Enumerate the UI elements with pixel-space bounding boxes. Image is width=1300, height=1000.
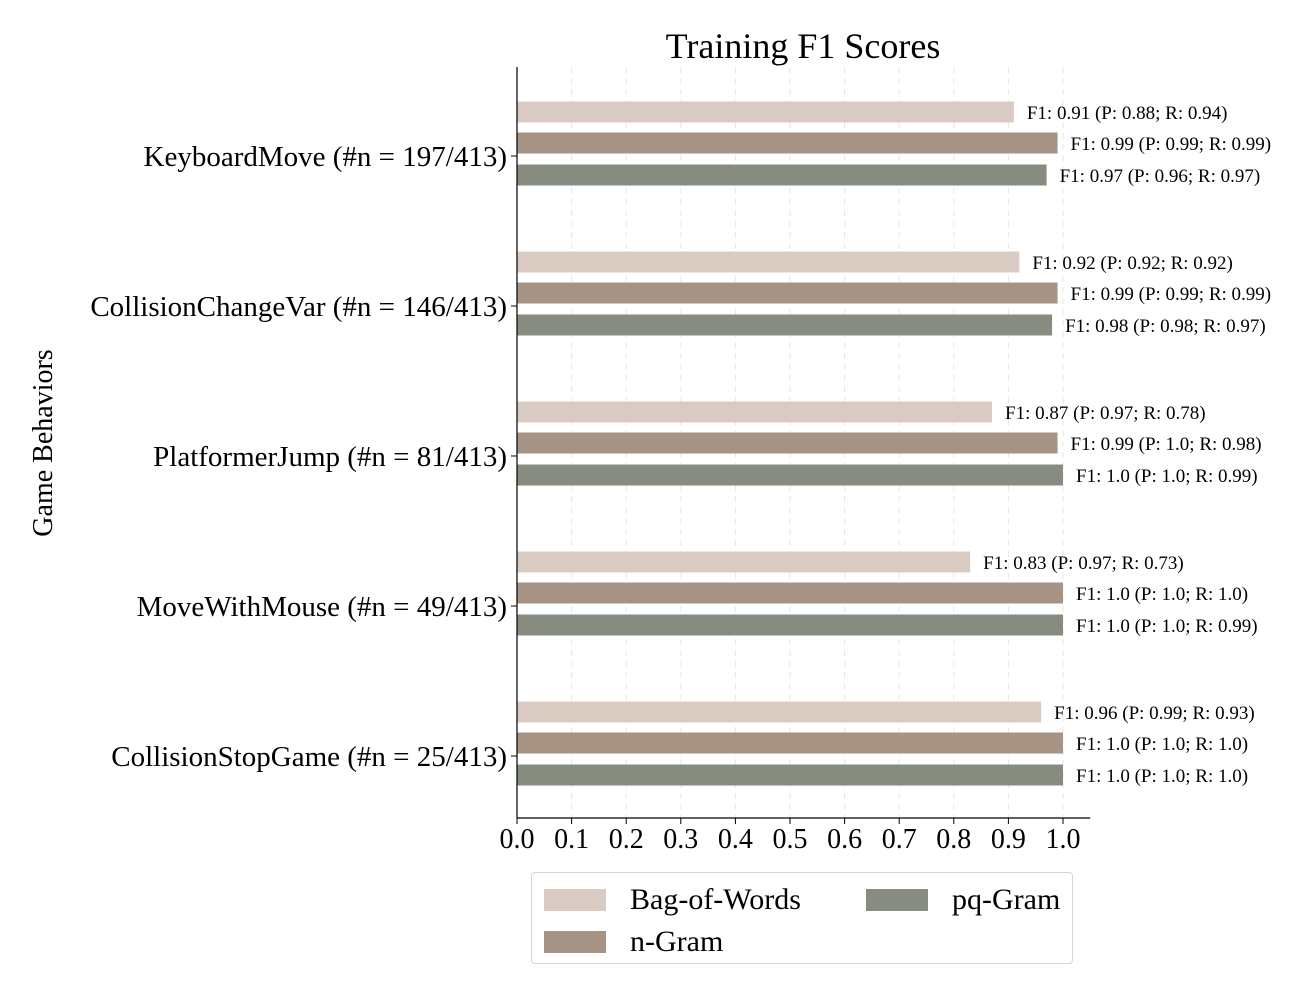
bar-value-label: F1: 0.87 (P: 0.97; R: 0.78) [1005,403,1206,424]
bar-value-label: F1: 1.0 (P: 1.0; R: 1.0) [1076,766,1248,787]
legend-item-bag-of-words: Bag-of-Words [544,883,801,917]
bar-pq-gram-2 [517,314,1053,336]
bar-pq-gram-5 [517,764,1063,786]
y-tick-label: CollisionChangeVar (#n = 146/413) [90,291,507,323]
legend-swatch-bag-of-words [544,889,606,911]
bar-value-label: F1: 0.96 (P: 0.99; R: 0.93) [1054,703,1255,724]
bar-n-gram-3 [517,432,1058,454]
bar-value-label: F1: 0.99 (P: 0.99; R: 0.99) [1071,284,1272,305]
x-tick-label-0.4: 0.4 [718,824,753,855]
chart-title: Training F1 Scores [666,26,941,66]
x-tick-label-0.5: 0.5 [773,824,808,855]
bar-n-gram-2 [517,282,1058,304]
legend-label-bag-of-words: Bag-of-Words [630,883,801,916]
bar-value-label: F1: 0.97 (P: 0.96; R: 0.97) [1060,166,1261,187]
legend: Bag-of-Words pq-Gram n-Gram [531,872,1073,964]
x-tick-label-0.0: 0.0 [500,824,535,855]
bar-bag-of-words-4 [517,551,971,573]
legend-item-pq-gram: pq-Gram [866,883,1060,917]
y-tick-label: PlatformerJump (#n = 81/413) [153,441,507,473]
legend-item-n-gram: n-Gram [544,925,723,959]
bar-bag-of-words-1 [517,101,1014,123]
y-tick-label: KeyboardMove (#n = 197/413) [144,141,507,173]
legend-swatch-pq-gram [866,889,928,911]
bar-value-label: F1: 1.0 (P: 1.0; R: 0.99) [1076,616,1258,637]
x-tick-label-0.7: 0.7 [882,824,917,855]
legend-label-pq-gram: pq-Gram [952,883,1061,916]
x-tick-label-0.3: 0.3 [663,824,698,855]
legend-swatch-n-gram [544,931,606,953]
y-tick-label: MoveWithMouse (#n = 49/413) [137,591,507,623]
bar-value-label: F1: 0.99 (P: 0.99; R: 0.99) [1071,134,1272,155]
x-tick-label-0.2: 0.2 [609,824,644,855]
bar-value-label: F1: 0.99 (P: 1.0; R: 0.98) [1071,434,1262,455]
legend-label-n-gram: n-Gram [630,925,724,958]
bar-value-label: F1: 1.0 (P: 1.0; R: 0.99) [1076,466,1258,487]
x-tick-label-0.6: 0.6 [827,824,862,855]
bar-n-gram-1 [517,132,1058,154]
bar-pq-gram-1 [517,164,1047,186]
x-tick-label-0.1: 0.1 [554,824,589,855]
bar-value-label: F1: 1.0 (P: 1.0; R: 1.0) [1076,734,1248,755]
bars [517,101,1063,786]
bar-pq-gram-3 [517,464,1063,486]
x-tick-label-0.8: 0.8 [936,824,971,855]
y-tick-label: CollisionStopGame (#n = 25/413) [111,741,507,773]
bar-bag-of-words-3 [517,401,993,423]
bar-n-gram-4 [517,582,1063,604]
bar-value-label: F1: 0.92 (P: 0.92; R: 0.92) [1032,253,1233,274]
bar-value-label: F1: 0.91 (P: 0.88; R: 0.94) [1027,103,1228,124]
bar-bag-of-words-5 [517,701,1042,723]
bar-pq-gram-4 [517,614,1063,636]
y-axis-label: Game Behaviors [28,349,59,536]
bar-n-gram-5 [517,732,1063,754]
axes: 0.0 0.1 0.2 0.3 0.4 0.5 0.6 0.7 0.8 0.9 1.0 Keyboar… [90,67,1091,855]
x-tick-label-1.0: 1.0 [1046,824,1081,855]
bar-value-label: F1: 1.0 (P: 1.0; R: 1.0) [1076,584,1248,605]
bar-value-label: F1: 0.83 (P: 0.97; R: 0.73) [983,553,1184,574]
x-tick-label-0.9: 0.9 [991,824,1026,855]
bar-value-label: F1: 0.98 (P: 0.98; R: 0.97) [1065,316,1266,337]
bar-bag-of-words-2 [517,251,1020,273]
bar-labels: F1: 0.91 (P: 0.88; R: 0.94) F1: 0.92 (P: … [983,103,1271,787]
